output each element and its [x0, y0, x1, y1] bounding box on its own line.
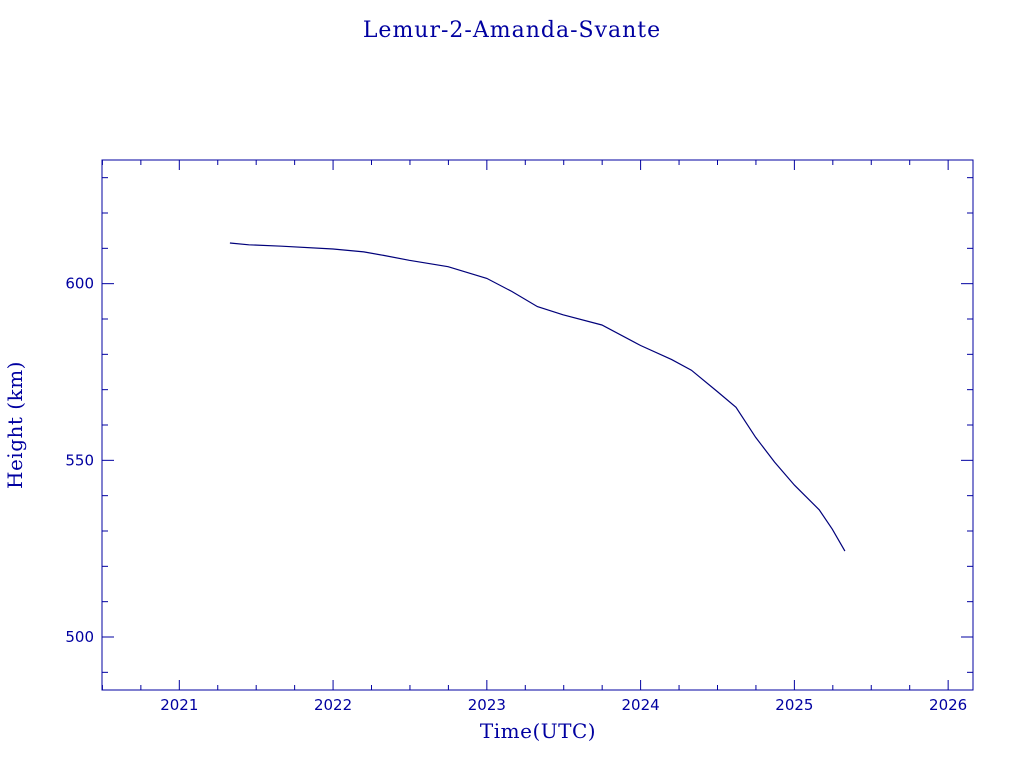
x-tick-label: 2021	[160, 696, 198, 714]
x-axis-label: Time(UTC)	[480, 719, 596, 743]
x-tick-label: 2022	[314, 696, 352, 714]
x-tick-labels: 2021 2022 2023 2024 2025 2026	[160, 696, 967, 714]
chart-title: Lemur-2-Amanda-Svante	[363, 18, 661, 43]
y-tick-label: 600	[65, 275, 94, 293]
y-tick-labels: 500 550 600	[65, 275, 94, 646]
plot-frame	[101, 159, 974, 691]
height-series-line	[229, 242, 846, 552]
y-axis-label: Height (km)	[3, 361, 27, 489]
axis-ticks	[101, 160, 973, 690]
y-tick-label: 500	[65, 628, 94, 646]
x-tick-label: 2023	[468, 696, 506, 714]
x-tick-label: 2024	[622, 696, 660, 714]
y-tick-label: 550	[65, 451, 94, 469]
x-tick-label: 2025	[775, 696, 813, 714]
x-tick-label: 2026	[929, 696, 967, 714]
